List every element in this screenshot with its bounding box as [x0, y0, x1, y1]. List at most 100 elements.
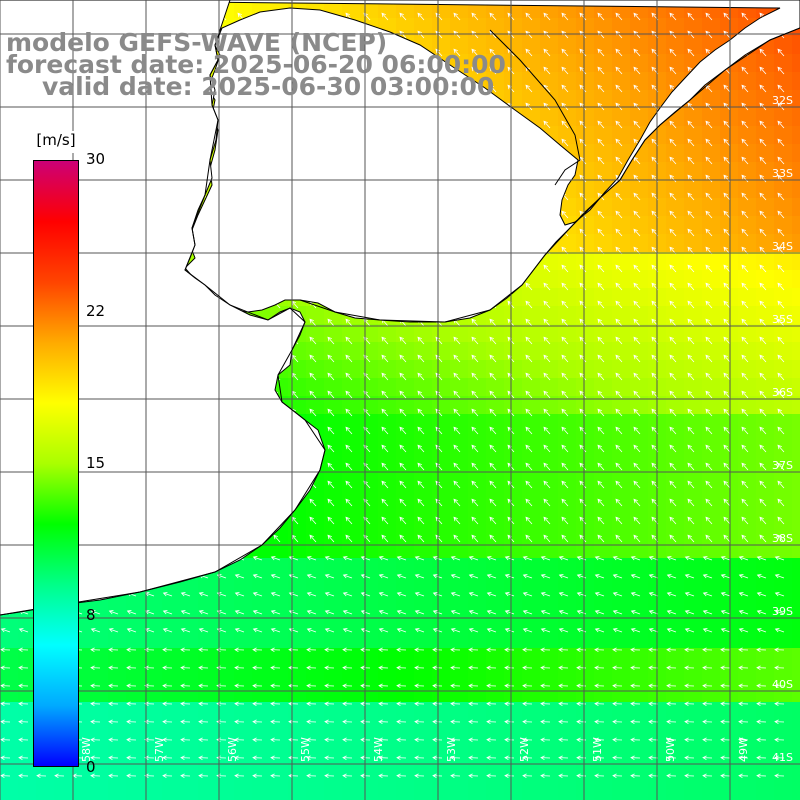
- field-cell: [630, 414, 649, 433]
- wind-arrow: [453, 390, 461, 399]
- field-cell: [252, 594, 271, 613]
- wind-arrow: [417, 534, 425, 543]
- field-cell: [216, 702, 235, 721]
- field-cell: [558, 630, 577, 649]
- wind-arrow: [345, 534, 353, 543]
- field-cell: [666, 432, 685, 451]
- wind-arrow: [720, 555, 731, 561]
- wind-arrow: [414, 701, 425, 707]
- wind-arrow: [489, 480, 497, 489]
- field-cell: [288, 594, 307, 613]
- field-cell: [468, 468, 487, 487]
- wind-arrow: [0, 683, 11, 689]
- wind-arrow: [597, 462, 605, 471]
- field-cell: [378, 522, 397, 541]
- field-cell: [738, 684, 757, 703]
- field-cell: [378, 468, 397, 487]
- wind-arrow: [576, 773, 587, 779]
- field-cell: [306, 306, 325, 325]
- field-cell: [342, 504, 361, 523]
- field-cell: [684, 252, 703, 271]
- field-cell: [396, 630, 415, 649]
- field-cell: [576, 612, 595, 631]
- field-cell: [522, 558, 541, 577]
- field-cell: [612, 558, 631, 577]
- field-cell: [522, 450, 541, 469]
- field-cell: [702, 234, 721, 253]
- field-cell: [576, 36, 595, 55]
- field-cell: [72, 774, 91, 793]
- field-cell: [432, 774, 451, 793]
- field-cell: [432, 630, 451, 649]
- field-cell: [756, 738, 775, 757]
- wind-arrow: [669, 210, 677, 219]
- wind-arrow: [687, 336, 695, 345]
- wind-arrow: [615, 498, 623, 507]
- field-cell: [558, 720, 577, 739]
- field-cell: [108, 738, 127, 757]
- field-cell: [594, 432, 613, 451]
- wind-arrow: [615, 210, 623, 219]
- wind-arrow: [360, 719, 371, 725]
- wind-arrow: [378, 719, 389, 725]
- wind-arrow: [270, 627, 281, 633]
- field-cell: [126, 774, 145, 793]
- field-cell: [378, 774, 397, 793]
- wind-arrow: [543, 480, 551, 489]
- field-cell: [468, 648, 487, 667]
- field-cell: [360, 324, 379, 343]
- field-cell: [216, 576, 235, 595]
- field-cell: [630, 594, 649, 613]
- wind-arrow: [738, 719, 749, 725]
- wind-arrow: [759, 156, 767, 165]
- wind-arrow: [777, 498, 785, 507]
- field-cell: [486, 414, 505, 433]
- field-cell: [630, 720, 649, 739]
- field-cell: [756, 594, 775, 613]
- field-cell: [792, 432, 800, 451]
- wind-arrow: [687, 48, 695, 57]
- field-cell: [522, 612, 541, 631]
- lon-label: 51W: [591, 737, 604, 762]
- field-cell: [504, 576, 523, 595]
- wind-arrow: [759, 426, 767, 435]
- field-cell: [450, 414, 469, 433]
- wind-arrow: [270, 683, 281, 689]
- wind-arrow: [669, 426, 677, 435]
- wind-arrow: [435, 516, 443, 525]
- wind-arrow: [162, 719, 173, 725]
- wind-arrow: [489, 444, 497, 453]
- wind-arrow: [741, 84, 749, 93]
- wind-arrow: [615, 282, 623, 291]
- wind-arrow: [669, 264, 677, 273]
- field-cell: [450, 540, 469, 559]
- field-cell: [432, 540, 451, 559]
- field-cell: [738, 216, 757, 235]
- wind-arrow: [453, 408, 461, 417]
- field-cell: [630, 792, 649, 800]
- wind-arrow: [723, 354, 731, 363]
- field-cell: [378, 414, 397, 433]
- field-cell: [450, 792, 469, 800]
- field-cell: [342, 648, 361, 667]
- wind-arrow: [630, 701, 641, 707]
- field-cell: [180, 612, 199, 631]
- field-cell: [468, 522, 487, 541]
- wind-arrow: [615, 444, 623, 453]
- field-cell: [684, 414, 703, 433]
- field-cell: [630, 450, 649, 469]
- field-cell: [558, 612, 577, 631]
- wind-arrow: [378, 627, 389, 633]
- field-cell: [738, 576, 757, 595]
- wind-arrow: [612, 719, 623, 725]
- field-cell: [18, 702, 37, 721]
- field-cell: [450, 720, 469, 739]
- wind-arrow: [126, 737, 137, 743]
- wind-arrow: [162, 665, 173, 671]
- wind-arrow: [126, 701, 137, 707]
- wind-arrow: [543, 336, 551, 345]
- wind-arrow: [252, 719, 263, 725]
- field-cell: [756, 72, 775, 91]
- wind-arrow: [489, 390, 497, 399]
- field-cell: [306, 540, 325, 559]
